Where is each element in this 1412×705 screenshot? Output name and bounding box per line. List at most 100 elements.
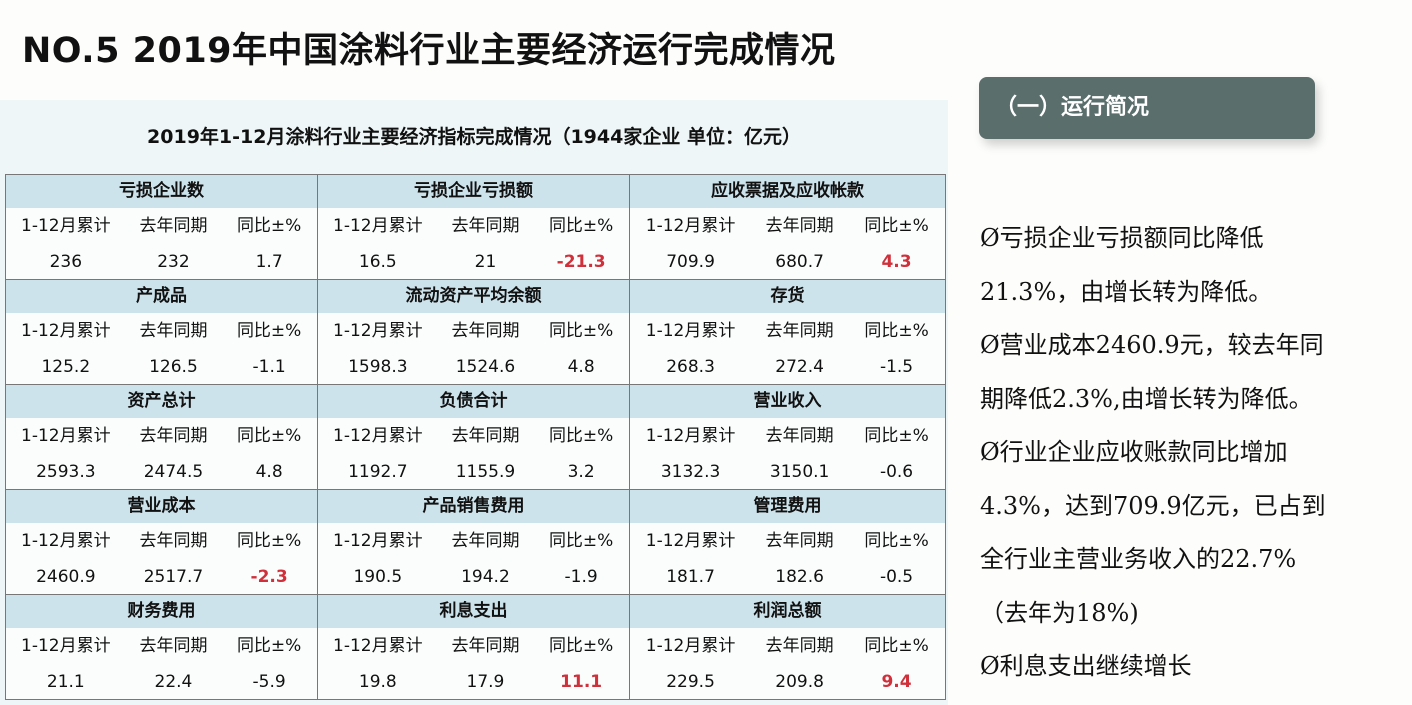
summary-line: 4.3%，达到709.9亿元，已占到 [980, 491, 1326, 520]
indicator-block: 应收票据及应收帐款 1-12月累计 去年同期 同比±% 709.9 680.7 4.3 [630, 175, 946, 280]
value-row: 19.8 17.9 11.1 [318, 664, 629, 700]
column-label: 1-12月累计 [333, 216, 423, 236]
current-value: 19.8 [358, 672, 397, 692]
column-label: 1-12月累计 [21, 531, 111, 551]
column-label: 1-12月累计 [333, 636, 423, 656]
column-label: 同比±% [864, 321, 929, 341]
yoy-change: 3.2 [567, 462, 595, 482]
current-value: 1598.3 [348, 357, 408, 377]
column-label-row: 1-12月累计 去年同期 同比±% [318, 208, 629, 244]
column-label-row: 1-12月累计 去年同期 同比±% [6, 628, 317, 664]
indicator-block: 产品销售费用 1-12月累计 去年同期 同比±% 190.5 194.2 -1.9 [318, 490, 630, 595]
column-label: 去年同期 [451, 636, 520, 656]
column-label-row: 1-12月累计 去年同期 同比±% [630, 628, 945, 664]
column-label: 1-12月累计 [645, 426, 736, 446]
column-label: 去年同期 [139, 321, 208, 341]
indicator-block: 管理费用 1-12月累计 去年同期 同比±% 181.7 182.6 -0.5 [630, 490, 946, 595]
indicator-block: 资产总计 1-12月累计 去年同期 同比±% 2593.3 2474.5 4.8 [6, 385, 318, 490]
last-year-value: 2517.7 [143, 567, 204, 587]
yoy-change: 11.1 [560, 672, 603, 692]
column-label: 同比±% [236, 426, 302, 446]
yoy-change: -1.9 [564, 567, 598, 587]
value-row: 181.7 182.6 -0.5 [630, 559, 945, 595]
indicator-name: 利润总额 [630, 595, 945, 628]
indicator-table: 亏损企业数 1-12月累计 去年同期 同比±% 236 232 1.7 亏损企业亏损额 1-12… [5, 174, 946, 700]
column-label: 1-12月累计 [21, 426, 111, 446]
yoy-change: -21.3 [556, 252, 606, 272]
column-label: 1-12月累计 [21, 216, 111, 236]
indicator-block: 流动资产平均余额 1-12月累计 去年同期 同比±% 1598.3 1524.6 4.8 [318, 280, 630, 385]
column-label-row: 1-12月累计 去年同期 同比±% [318, 523, 629, 559]
indicator-name: 产成品 [6, 280, 317, 313]
last-year-value: 2474.5 [143, 462, 204, 482]
column-label: 1-12月累计 [333, 426, 423, 446]
current-value: 181.7 [666, 567, 715, 587]
column-label-row: 1-12月累计 去年同期 同比±% [6, 523, 317, 559]
column-label: 去年同期 [765, 426, 834, 446]
yoy-change: -5.9 [252, 672, 286, 692]
last-year-value: 17.9 [466, 672, 505, 692]
indicator-name: 资产总计 [6, 385, 317, 418]
summary-line: （去年为18%) [980, 598, 1139, 627]
indicator-name: 产品销售费用 [318, 490, 629, 523]
yoy-change: 4.8 [567, 357, 595, 377]
value-row: 709.9 680.7 4.3 [630, 244, 945, 280]
summary-notes: Ø亏损企业亏损额同比降低 21.3%，由增长转为降低。 Ø营业成本2460.9元，较… [980, 212, 1400, 694]
indicator-name: 负债合计 [318, 385, 629, 418]
column-label-row: 1-12月累计 去年同期 同比±% [6, 418, 317, 454]
value-row: 16.5 21 -21.3 [318, 244, 629, 280]
last-year-value: 232 [157, 252, 190, 272]
column-label: 同比±% [548, 636, 614, 656]
column-label: 去年同期 [451, 216, 520, 236]
yoy-change: 4.8 [255, 462, 283, 482]
indicator-block: 财务费用 1-12月累计 去年同期 同比±% 21.1 22.4 -5.9 [6, 595, 318, 700]
indicator-row: 资产总计 1-12月累计 去年同期 同比±% 2593.3 2474.5 4.8 负债合计 1-… [6, 385, 946, 490]
indicator-row: 亏损企业数 1-12月累计 去年同期 同比±% 236 232 1.7 亏损企业亏损额 1-12… [6, 175, 946, 280]
indicator-block: 亏损企业亏损额 1-12月累计 去年同期 同比±% 16.5 21 -21.3 [318, 175, 630, 280]
summary-line: Ø行业企业应收账款同比增加 [980, 438, 1288, 466]
page-title: NO.5 2019年中国涂料行业主要经济运行完成情况 [22, 31, 836, 71]
column-label: 1-12月累计 [333, 531, 423, 551]
column-label: 同比±% [864, 216, 929, 236]
current-value: 125.2 [41, 357, 91, 377]
column-label-row: 1-12月累计 去年同期 同比±% [318, 313, 629, 349]
last-year-value: 272.4 [775, 357, 824, 377]
column-label: 1-12月累计 [21, 636, 111, 656]
column-label-row: 1-12月累计 去年同期 同比±% [630, 313, 945, 349]
column-label-row: 1-12月累计 去年同期 同比±% [6, 313, 317, 349]
column-label: 去年同期 [765, 531, 834, 551]
indicator-name: 财务费用 [6, 595, 317, 628]
value-row: 2460.9 2517.7 -2.3 [6, 559, 317, 595]
yoy-change: 1.7 [255, 252, 283, 272]
indicator-block: 营业成本 1-12月累计 去年同期 同比±% 2460.9 2517.7 -2.3 [6, 490, 318, 595]
yoy-change: 4.3 [881, 252, 912, 272]
indicator-block: 负债合计 1-12月累计 去年同期 同比±% 1192.7 1155.9 3.2 [318, 385, 630, 490]
last-year-value: 21 [474, 252, 497, 272]
column-label: 同比±% [864, 426, 929, 446]
column-label: 去年同期 [451, 321, 520, 341]
value-row: 268.3 272.4 -1.5 [630, 349, 945, 385]
last-year-value: 1155.9 [455, 462, 516, 482]
current-value: 1192.7 [348, 462, 408, 482]
current-value: 709.9 [666, 252, 715, 272]
indicator-row: 营业成本 1-12月累计 去年同期 同比±% 2460.9 2517.7 -2.3 产品销售费… [6, 490, 946, 595]
column-label: 1-12月累计 [645, 321, 736, 341]
indicator-name: 亏损企业亏损额 [318, 175, 629, 208]
yoy-change: -0.5 [879, 567, 914, 587]
yoy-change: -1.1 [252, 357, 286, 377]
column-label: 同比±% [864, 531, 929, 551]
column-label-row: 1-12月累计 去年同期 同比±% [6, 208, 317, 244]
column-label: 1-12月累计 [645, 216, 736, 236]
indicator-name: 营业成本 [6, 490, 317, 523]
summary-line: 全行业主营业务收入的22.7% [980, 545, 1297, 573]
column-label-row: 1-12月累计 去年同期 同比±% [318, 418, 629, 454]
value-row: 21.1 22.4 -5.9 [6, 664, 317, 700]
value-row: 3132.3 3150.1 -0.6 [630, 454, 945, 490]
column-label: 去年同期 [139, 531, 208, 551]
last-year-value: 3150.1 [769, 462, 830, 482]
column-label: 同比±% [548, 531, 614, 551]
value-row: 125.2 126.5 -1.1 [6, 349, 317, 385]
column-label: 1-12月累计 [333, 321, 423, 341]
value-row: 236 232 1.7 [6, 244, 317, 280]
indicator-row: 财务费用 1-12月累计 去年同期 同比±% 21.1 22.4 -5.9 利息支出 1-12月… [6, 595, 946, 700]
